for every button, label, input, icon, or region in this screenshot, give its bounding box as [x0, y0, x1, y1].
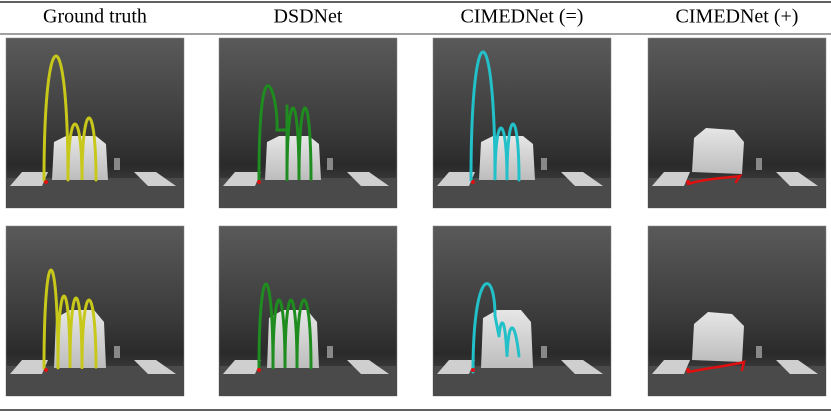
right-plate	[776, 360, 818, 374]
rock	[54, 310, 106, 368]
right-plate	[347, 172, 389, 186]
left-plate	[223, 360, 261, 374]
trajectory	[257, 282, 313, 370]
image-cell	[218, 37, 398, 209]
start-point	[686, 180, 690, 184]
left-plate	[652, 172, 690, 186]
left-plate	[223, 172, 261, 186]
small-block	[114, 346, 120, 358]
floor	[219, 366, 397, 396]
floor	[648, 366, 826, 396]
image-cell	[647, 225, 827, 397]
rock	[267, 310, 319, 368]
start-point	[44, 180, 48, 184]
left-plate	[652, 360, 690, 374]
column-header: CIMEDNet (+)	[676, 6, 799, 28]
right-plate	[776, 172, 818, 186]
small-block	[541, 346, 547, 358]
rock	[265, 136, 321, 180]
small-block	[541, 158, 547, 170]
trajectory	[42, 268, 98, 370]
rock	[692, 128, 744, 174]
image-cell	[432, 37, 612, 209]
image-cell	[5, 225, 185, 397]
start-point	[471, 368, 475, 372]
small-block	[756, 158, 762, 170]
column-header: DSDNet	[274, 6, 343, 28]
column-header: CIMEDNet (=)	[461, 6, 584, 28]
trajectory	[686, 174, 743, 186]
small-block	[327, 346, 333, 358]
small-block	[756, 346, 762, 358]
trajectory	[686, 360, 746, 374]
image-cell	[5, 37, 185, 209]
right-plate	[347, 360, 389, 374]
right-plate	[561, 360, 603, 374]
image-cell	[432, 225, 612, 397]
left-plate	[10, 172, 48, 186]
floor	[219, 178, 397, 208]
trajectory	[257, 84, 313, 182]
right-plate	[134, 360, 176, 374]
floor	[6, 366, 184, 396]
small-block	[114, 158, 120, 170]
start-point	[44, 368, 48, 372]
start-point	[257, 368, 261, 372]
left-plate	[437, 360, 475, 374]
column-header: Ground truth	[43, 6, 147, 28]
right-plate	[561, 172, 603, 186]
floor	[6, 178, 184, 208]
image-cell	[647, 37, 827, 209]
image-cell	[218, 225, 398, 397]
trajectory	[42, 54, 98, 182]
start-point	[257, 180, 261, 184]
start-point	[471, 180, 475, 184]
floor	[433, 366, 611, 396]
floor	[648, 178, 826, 208]
floor	[433, 178, 611, 208]
trajectory	[469, 50, 521, 182]
trajectory	[471, 282, 521, 374]
start-point	[686, 368, 690, 372]
small-block	[327, 158, 333, 170]
rock	[692, 312, 744, 362]
right-plate	[134, 172, 176, 186]
left-plate	[437, 172, 475, 186]
left-plate	[10, 360, 48, 374]
